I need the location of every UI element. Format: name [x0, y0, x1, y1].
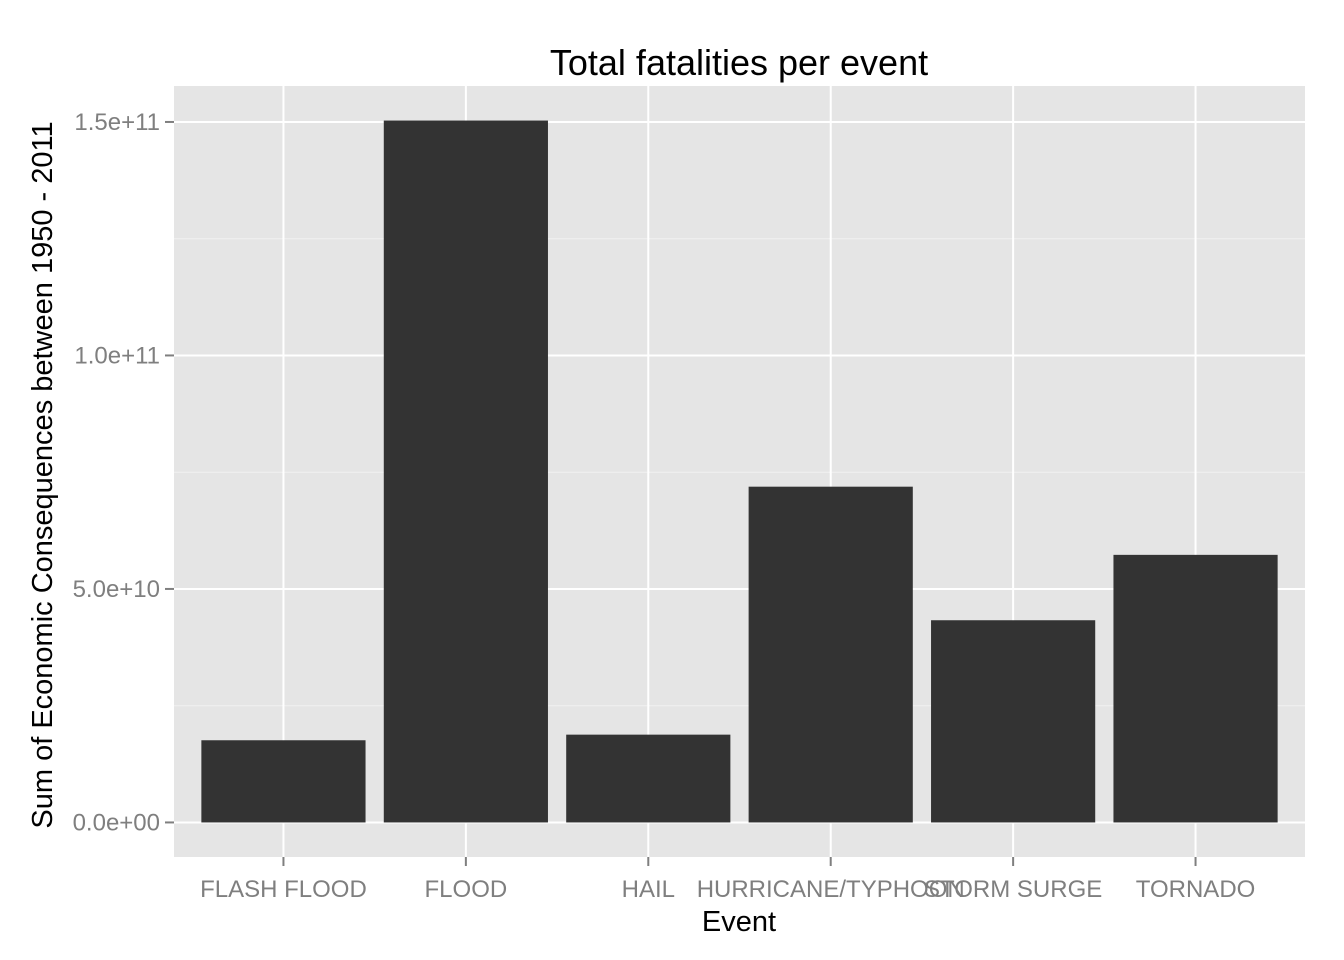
bar-hurricane-typhoon: [748, 486, 913, 823]
x-axis: FLASH FLOOD FLOOD HAIL HURRICANE/TYPHOONSTO…: [200, 857, 1255, 903]
x-axis-title: Event: [702, 906, 776, 938]
x-tick-label: FLOOD: [425, 876, 508, 903]
bar-flood: [383, 120, 548, 823]
y-axis-title: Sum of Economic Consequences between 195…: [27, 121, 59, 828]
y-tick-label: 0.0e+00: [73, 809, 160, 836]
bar-flash-flood: [201, 740, 366, 823]
bars: [201, 120, 1278, 823]
y-tick-label: 1.0e+11: [74, 342, 160, 369]
bar-storm-surge: [931, 620, 1096, 823]
x-tick-label: FLASH FLOOD: [200, 876, 367, 903]
bar-hail: [566, 734, 731, 823]
y-tick-label: 1.5e+11: [74, 109, 160, 136]
x-tick-label: HURRICANE/TYPHOON: [697, 876, 965, 903]
y-tick-label: 5.0e+10: [73, 576, 160, 603]
x-tick-label: HAIL: [622, 876, 675, 903]
y-axis: 0.0e+00 5.0e+10 1.0e+11 1.5e+11: [73, 109, 174, 836]
x-tick-label: STORM SURGE: [924, 876, 1102, 903]
x-tick-label: TORNADO: [1136, 876, 1256, 903]
bar-tornado: [1113, 554, 1278, 823]
chart-title: Total fatalities per event: [550, 42, 928, 83]
